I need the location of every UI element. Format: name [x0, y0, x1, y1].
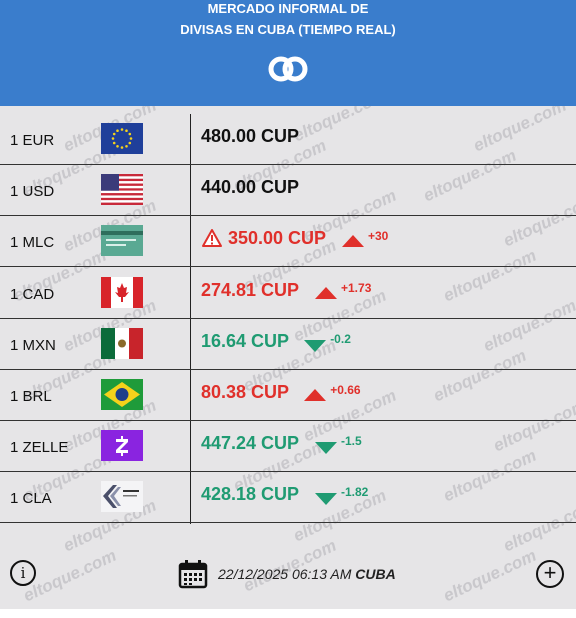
row-separator: [0, 471, 576, 473]
currency-label: 1 EUR: [10, 132, 55, 149]
rate-value: 350.00 CUP: [228, 228, 327, 249]
timestamp-location: CUBA: [355, 566, 396, 582]
rate-row-cla: 1 CLA 428.18 CUP -1.82: [0, 472, 576, 524]
row-separator: [0, 420, 576, 421]
eu-flag-icon: [101, 123, 143, 154]
timestamp-datetime: 22/12/2025 06:13 AM: [218, 566, 352, 582]
canada-flag-icon: [101, 276, 143, 308]
rate-value: 274.81 CUP: [201, 279, 300, 300]
mexico-flag-icon: [101, 327, 143, 359]
rate-value: 80.38 CUP: [201, 382, 290, 402]
rate-row-zelle: 1 ZELLE 447.24 CUP -1.5: [0, 421, 576, 473]
currency-label: 1 MLC: [10, 234, 55, 252]
rate-row-usd: 1 USD 440.00 CUP: [0, 165, 576, 217]
rate-value: 16.64 CUP: [201, 330, 290, 351]
header-title-line1: MERCADO INFORMAL DE: [207, 1, 369, 16]
rate-change: -0.2: [330, 331, 351, 346]
update-timestamp: 22/12/2025 06:13 AM CUBA: [218, 566, 396, 582]
rate-change: +0.66: [330, 383, 361, 397]
arrow-down-icon: [315, 492, 337, 506]
row-separator: [0, 164, 576, 165]
rate-row-brl: 1 BRL 80.38 CUP +0.66: [0, 370, 576, 421]
row-separator: [0, 368, 576, 370]
header-title-line2: DIVISAS EN CUBA (TIEMPO REAL): [180, 22, 396, 37]
zelle-icon: [101, 430, 143, 462]
currency-label: 1 BRL: [10, 388, 52, 405]
arrow-down-icon: [304, 339, 327, 352]
rate-change: -1.82: [341, 485, 369, 500]
mlc-card-icon: [101, 225, 143, 257]
column-divider: [190, 114, 191, 524]
rate-change: +30: [368, 229, 389, 244]
row-separator: [0, 215, 576, 217]
rate-change: +1.73: [341, 280, 372, 295]
footer-bar: i 22/12/2025 06:13 AM CUBA +: [0, 548, 576, 608]
calendar-icon[interactable]: [178, 559, 208, 589]
rate-value: 440.00 CUP: [201, 177, 300, 198]
rate-value: 428.18 CUP: [201, 484, 300, 505]
arrow-down-icon: [315, 441, 337, 455]
arrow-up-icon: [315, 286, 337, 299]
app-header: MERCADO INFORMAL DE DIVISAS EN CUBA (TIE…: [0, 0, 576, 106]
row-separator: [0, 266, 576, 268]
warning-icon: [201, 228, 223, 248]
row-separator: [0, 317, 576, 319]
rate-value: 447.24 CUP: [201, 433, 300, 454]
add-button[interactable]: +: [536, 560, 564, 588]
currency-label: 1 CAD: [10, 285, 55, 303]
currency-label: 1 USD: [10, 183, 55, 201]
brazil-flag-icon: [101, 379, 143, 410]
rate-row-cad: 1 CAD 274.81 CUP +1.73: [0, 268, 576, 319]
rate-row-mxn: 1 MXN 16.64 CUP -0.2: [0, 319, 576, 370]
info-button[interactable]: i: [10, 560, 36, 586]
arrow-up-icon: [304, 388, 327, 401]
rate-row-eur: 1 EUR 480.00 CUP: [0, 114, 576, 165]
rate-change: -1.5: [341, 434, 362, 449]
rates-panel: eltoque.com eltoque.com eltoque.com eltoque…: [0, 106, 576, 609]
currency-label: 1 ZELLE: [10, 439, 69, 457]
rate-value: 480.00 CUP: [201, 126, 300, 146]
row-separator: [0, 522, 576, 524]
eltoque-logo-icon: [268, 56, 308, 82]
currency-label: 1 CLA: [10, 490, 52, 508]
us-flag-icon: [101, 174, 143, 206]
arrow-up-icon: [342, 234, 364, 248]
currency-label: 1 MXN: [10, 336, 56, 354]
cla-card-icon: [101, 481, 143, 513]
rate-row-mlc: 1 MLC 350.00 CUP +30: [0, 216, 576, 268]
